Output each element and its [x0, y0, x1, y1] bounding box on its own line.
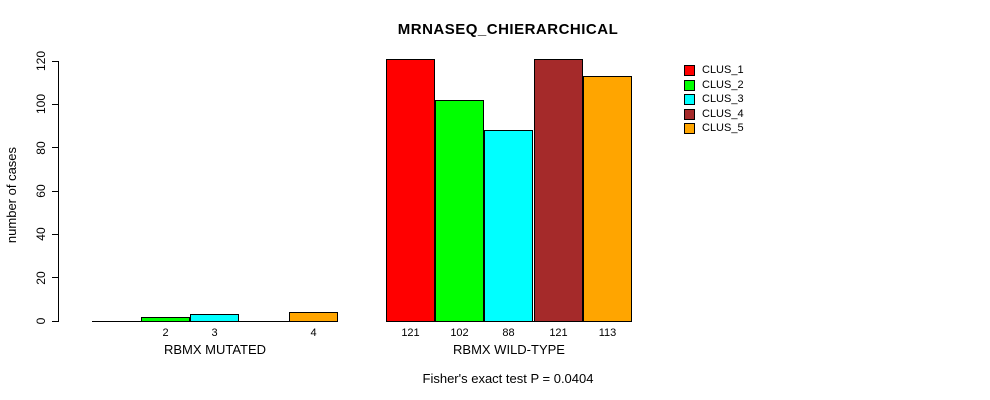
bar-clus_5 — [583, 76, 632, 322]
y-axis-tick — [52, 147, 58, 149]
bar-value-label: 4 — [310, 327, 317, 339]
bar-value-label: 121 — [401, 327, 420, 339]
y-axis-label: number of cases — [3, 146, 19, 244]
chart-title: MRNASEQ_CHIERARCHICAL — [397, 21, 619, 38]
legend-item-label: CLUS_2 — [702, 78, 744, 91]
y-axis-line — [58, 61, 59, 322]
legend-swatch-clus_5 — [684, 123, 695, 135]
x-axis-group-label: RBMX MUTATED — [163, 342, 267, 357]
bar-clus_3 — [484, 130, 533, 322]
y-axis-tick — [52, 277, 58, 279]
y-axis-tick-label: 40 — [34, 227, 48, 242]
footnote-text: Fisher's exact test P = 0.0404 — [422, 371, 594, 386]
x-axis-group-label: RBMX WILD-TYPE — [453, 342, 565, 357]
legend-item-label: CLUS_4 — [702, 107, 744, 120]
bar-clus_4 — [534, 59, 583, 322]
legend-item-clus_5: CLUS_5 — [684, 123, 744, 135]
y-axis-tick-label: 0 — [34, 317, 48, 325]
y-axis-tick — [52, 320, 58, 322]
bar-clus_2 — [435, 100, 484, 322]
legend-swatch-clus_2 — [684, 79, 695, 91]
bar-clus_1 — [386, 59, 435, 322]
bar-value-label: 113 — [598, 327, 617, 339]
legend-swatch-clus_3 — [684, 94, 695, 106]
legend-swatch-clus_1 — [684, 65, 695, 77]
bar-value-label: 121 — [549, 327, 568, 339]
legend-item-label: CLUS_5 — [702, 122, 744, 135]
legend-item-clus_1: CLUS_1 — [684, 65, 744, 77]
y-axis-tick-label: 80 — [34, 140, 48, 155]
bar-value-label: 2 — [162, 327, 169, 339]
legend-item-clus_3: CLUS_3 — [684, 94, 744, 106]
y-axis-tick — [52, 190, 58, 192]
bar-value-label: 102 — [450, 327, 469, 339]
y-axis-tick-label: 60 — [34, 184, 48, 198]
y-axis-tick-label: 20 — [34, 270, 48, 285]
y-axis-tick-label: 120 — [34, 50, 48, 72]
y-axis-tick — [52, 60, 58, 62]
legend: CLUS_1 CLUS_2 CLUS_3 CLUS_4 CLUS_5 — [684, 65, 744, 135]
legend-item-label: CLUS_3 — [702, 93, 744, 106]
y-axis-tick — [52, 103, 58, 105]
y-axis-tick-label: 100 — [34, 94, 48, 115]
bar-value-label: 3 — [211, 327, 218, 339]
legend-swatch-clus_4 — [684, 108, 695, 120]
legend-item-clus_4: CLUS_4 — [684, 107, 744, 121]
bar-clus_5 — [289, 312, 338, 322]
legend-item-clus_2: CLUS_2 — [684, 78, 744, 92]
y-axis-tick — [52, 233, 58, 235]
bar-value-label: 88 — [502, 327, 515, 339]
bar-clus_3 — [190, 314, 239, 322]
bar-clus_2 — [141, 317, 190, 322]
legend-item-label: CLUS_1 — [702, 64, 744, 77]
